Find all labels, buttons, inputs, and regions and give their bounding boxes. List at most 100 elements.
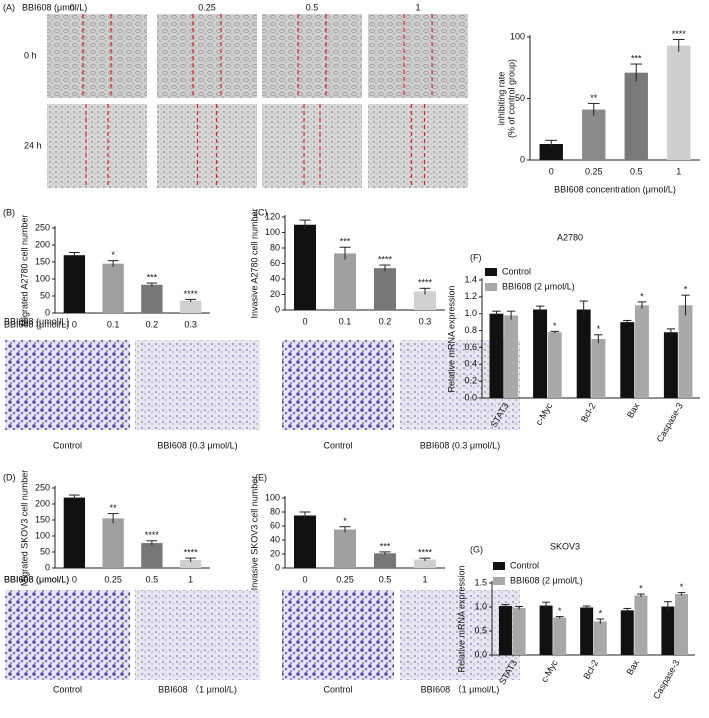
y-tick-label: 60 — [270, 258, 280, 268]
bar — [414, 559, 436, 568]
bar — [582, 109, 606, 160]
bar — [620, 610, 634, 655]
significance: *** — [631, 53, 642, 63]
significance: * — [553, 321, 557, 331]
bar — [141, 284, 163, 313]
image-column-label: 0 — [69, 2, 74, 12]
image-caption: BBI608 (0.3 μmol/L) — [157, 440, 237, 450]
x-axis-label: BBI608 (μmol/L) — [4, 319, 69, 329]
x-tick-label: 1 — [188, 574, 193, 584]
x-tick-label: 0.2 — [146, 319, 159, 329]
panel-label: (B) — [3, 207, 15, 217]
significance: ** — [590, 93, 598, 103]
significance: **** — [184, 547, 199, 557]
y-tick-label: 50 — [515, 93, 525, 103]
x-tick-label: 1 — [422, 574, 427, 584]
image-caption: BBI608 （1 μmol/L) — [421, 684, 500, 694]
significance: * — [684, 285, 688, 295]
bar — [663, 332, 678, 398]
image-column-label: 0.5 — [306, 2, 319, 12]
bar — [678, 305, 693, 398]
panel-label: (F) — [470, 252, 482, 262]
bar — [63, 255, 86, 313]
x-axis-label: BBI608 concentration (μmol/L) — [554, 184, 676, 194]
bar — [620, 322, 635, 398]
x-tick-label: 0.5 — [630, 166, 643, 176]
significance: * — [558, 606, 562, 616]
x-tick-label: Bcl-2 — [579, 401, 598, 424]
y-tick-label: 1.0 — [474, 601, 487, 611]
y-tick-label: 1.5 — [474, 577, 487, 587]
image-column-label: 1 — [415, 2, 420, 12]
y-tick-label: 1.4 — [464, 274, 477, 284]
significance: * — [640, 291, 644, 301]
bar — [414, 291, 436, 310]
y-tick-label: 100 — [510, 31, 525, 41]
micrograph-texture — [5, 590, 130, 680]
x-tick-label: Bcl-2 — [581, 658, 600, 681]
significance: * — [597, 324, 601, 334]
legend-label: BBI608 (2 μmol/L) — [510, 575, 583, 585]
panel-label: (C) — [255, 207, 268, 217]
x-tick-label: 0.2 — [379, 316, 392, 326]
y-tick-label: 200 — [35, 239, 50, 249]
y-tick-label: 60 — [270, 520, 280, 530]
significance: **** — [145, 530, 160, 540]
bar — [489, 313, 504, 398]
y-tick-label: 120 — [265, 211, 280, 221]
x-tick-label: Bax — [624, 658, 641, 677]
y-tick-label: 250 — [35, 222, 50, 232]
y-tick-label: 20 — [270, 548, 280, 558]
y-tick-label: 150 — [35, 256, 50, 266]
legend-swatch — [493, 562, 505, 570]
y-tick-label: 1.0 — [464, 308, 477, 318]
image-caption: Control — [323, 684, 352, 694]
x-tick-label: 0.3 — [419, 316, 432, 326]
chart-title: A2780 — [557, 232, 583, 242]
bar — [512, 607, 526, 655]
x-tick-label: 0.5 — [379, 574, 392, 584]
bar — [624, 72, 648, 160]
micrograph-texture — [135, 590, 260, 680]
significance: **** — [418, 548, 433, 558]
legend-swatch — [485, 268, 497, 276]
y-tick-label: 50 — [40, 546, 50, 556]
significance: **** — [184, 289, 199, 299]
significance: **** — [418, 278, 433, 288]
bar — [539, 144, 563, 160]
y-tick-label: 0 — [45, 562, 50, 572]
x-axis-label: BBI608 (μmol/L) — [4, 316, 69, 326]
significance: * — [111, 250, 115, 260]
bar — [593, 621, 607, 655]
y-tick-label: 0.2 — [464, 376, 477, 386]
micrograph-texture — [282, 590, 394, 680]
image-column-label: 0.25 — [198, 2, 216, 12]
y-axis-label: Relative mRNA expression — [456, 565, 466, 672]
x-tick-label: c-Myc — [539, 658, 560, 684]
significance: *** — [340, 237, 351, 247]
y-tick-label: 0.4 — [464, 359, 477, 369]
image-caption: Control — [323, 440, 352, 450]
significance: * — [680, 582, 684, 592]
bar — [661, 606, 675, 655]
x-tick-label: 0.25 — [104, 574, 122, 584]
significance: *** — [147, 272, 158, 282]
x-tick-label: Caspase-3 — [651, 658, 681, 701]
bar — [63, 497, 86, 568]
micrograph-texture — [47, 104, 147, 188]
y-axis-label: Relative mRNA expression — [446, 285, 456, 392]
micrograph-texture — [135, 340, 260, 430]
bar — [591, 339, 606, 398]
legend-swatch — [493, 577, 505, 585]
x-tick-label: 0 — [72, 574, 77, 584]
y-tick-label: 40 — [270, 534, 280, 544]
legend-label: BBI608 (2 μmol/L) — [502, 281, 575, 291]
y-tick-label: 250 — [35, 482, 50, 492]
x-tick-label: 0.3 — [184, 319, 197, 329]
y-tick-label: 0.5 — [474, 625, 487, 635]
bar — [498, 606, 512, 655]
micrograph-texture — [368, 14, 468, 98]
y-tick-label: 0 — [45, 307, 50, 317]
x-tick-label: 0.5 — [146, 574, 159, 584]
y-tick-label: 0.8 — [464, 325, 477, 335]
